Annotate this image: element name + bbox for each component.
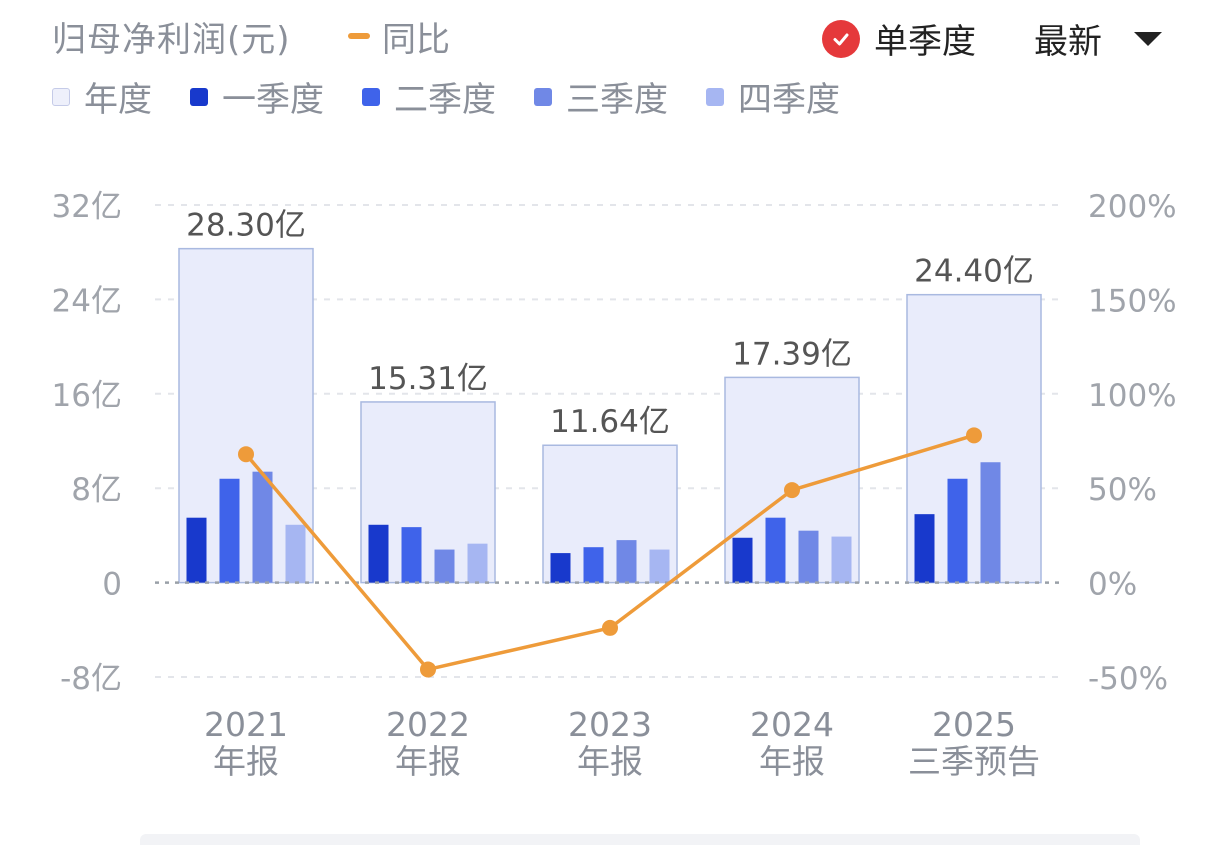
quarter-bar-q4 xyxy=(649,549,670,583)
period-dropdown[interactable]: 最新 xyxy=(1034,14,1162,63)
x-tick-label-year: 2023 xyxy=(568,705,652,744)
caret-down-icon xyxy=(1134,31,1162,46)
legend-item-q3[interactable]: 三季度 xyxy=(534,72,668,121)
quarter-bar-q3 xyxy=(252,471,273,583)
y-left-tick-label: 24亿 xyxy=(52,283,122,319)
x-tick-label-period: 三季预告 xyxy=(908,742,1040,781)
annual-value-label: 17.39亿 xyxy=(732,336,852,372)
quarter-bar-q3 xyxy=(616,540,637,583)
x-tick-label-year: 2021 xyxy=(204,705,288,744)
quarter-bar-q4 xyxy=(285,524,306,583)
y-left-tick-label: 0 xyxy=(102,567,122,603)
legend-item-q1[interactable]: 一季度 xyxy=(190,72,324,121)
legend-label-q3: 三季度 xyxy=(566,80,668,120)
y-left-tick-label: 32亿 xyxy=(52,189,122,225)
chart-header: 归母净利润(元) 同比 单季度 最新 年度 一季度 二季度 三季度 四季度 xyxy=(0,0,1224,130)
y-left-tick-label: 8亿 xyxy=(71,472,122,508)
y-left-tick-label: 16亿 xyxy=(52,378,122,414)
legend-swatch-q2 xyxy=(362,87,380,106)
bottom-scroll-bar[interactable] xyxy=(140,834,1140,845)
legend-item-q4[interactable]: 四季度 xyxy=(706,72,840,121)
x-tick-label-year: 2025 xyxy=(932,705,1016,744)
quarter-bar-q3 xyxy=(980,462,1001,583)
quarter-bar-q1 xyxy=(732,537,753,583)
y-right-tick-label: 150% xyxy=(1088,283,1177,319)
yoy-legend-marker xyxy=(348,33,370,39)
yoy-point xyxy=(420,661,436,678)
legend-label-annual: 年度 xyxy=(84,80,152,120)
yoy-point xyxy=(966,427,982,444)
x-tick-label-period: 年报 xyxy=(213,742,279,781)
x-tick-label-year: 2024 xyxy=(750,705,834,744)
quarter-bar-q2 xyxy=(583,547,604,583)
yoy-point xyxy=(784,482,800,499)
y-left-tick-label: -8亿 xyxy=(60,661,122,697)
annual-value-label: 28.30亿 xyxy=(186,208,306,244)
quarter-bar-q1 xyxy=(914,514,935,583)
y-right-tick-label: 200% xyxy=(1088,189,1177,225)
x-tick-label-period: 年报 xyxy=(759,742,825,781)
x-tick-label-year: 2022 xyxy=(386,705,470,744)
single-quarter-toggle[interactable]: 单季度 xyxy=(822,14,976,63)
single-quarter-label: 单季度 xyxy=(874,22,976,62)
legend-item-annual[interactable]: 年度 xyxy=(52,72,152,121)
quarter-bar-q4 xyxy=(831,536,852,583)
check-icon xyxy=(822,19,860,58)
y-right-tick-label: 0% xyxy=(1088,567,1137,603)
chart-title: 归母净利润(元) xyxy=(52,20,291,60)
annual-value-label: 11.64亿 xyxy=(550,404,670,440)
x-tick-label-period: 年报 xyxy=(395,742,461,781)
x-tick-label-period: 年报 xyxy=(577,742,643,781)
legend-label-q1: 一季度 xyxy=(222,80,324,120)
period-dropdown-value: 最新 xyxy=(1034,22,1102,62)
yoy-point xyxy=(602,619,618,636)
y-right-tick-label: -50% xyxy=(1088,661,1168,697)
quarter-bar-q3 xyxy=(798,530,819,583)
y-right-tick-label: 50% xyxy=(1088,472,1157,508)
legend-swatch-annual xyxy=(52,87,70,106)
legend-label-q2: 二季度 xyxy=(394,80,496,120)
quarter-bar-q1 xyxy=(550,553,571,583)
legend-swatch-q3 xyxy=(534,87,552,106)
annual-value-label: 15.31亿 xyxy=(368,361,488,397)
quarter-bar-q2 xyxy=(947,478,968,583)
quarter-bar-q1 xyxy=(368,524,389,583)
legend: 年度 一季度 二季度 三季度 四季度 xyxy=(52,72,878,121)
legend-item-q2[interactable]: 二季度 xyxy=(362,72,496,121)
legend-swatch-q4 xyxy=(706,87,724,106)
quarter-bar-q3 xyxy=(434,549,455,583)
quarter-bar-q1 xyxy=(186,517,207,583)
quarter-bar-q2 xyxy=(401,527,422,583)
quarter-bar-q2 xyxy=(765,517,786,583)
yoy-legend-label[interactable]: 同比 xyxy=(382,20,450,60)
legend-label-q4: 四季度 xyxy=(738,80,840,120)
yoy-point xyxy=(238,446,254,463)
y-right-tick-label: 100% xyxy=(1088,378,1177,414)
legend-swatch-q1 xyxy=(190,87,208,106)
annual-value-label: 24.40亿 xyxy=(914,254,1034,290)
quarter-bar-q2 xyxy=(219,478,240,583)
quarter-bar-q4 xyxy=(467,543,488,583)
